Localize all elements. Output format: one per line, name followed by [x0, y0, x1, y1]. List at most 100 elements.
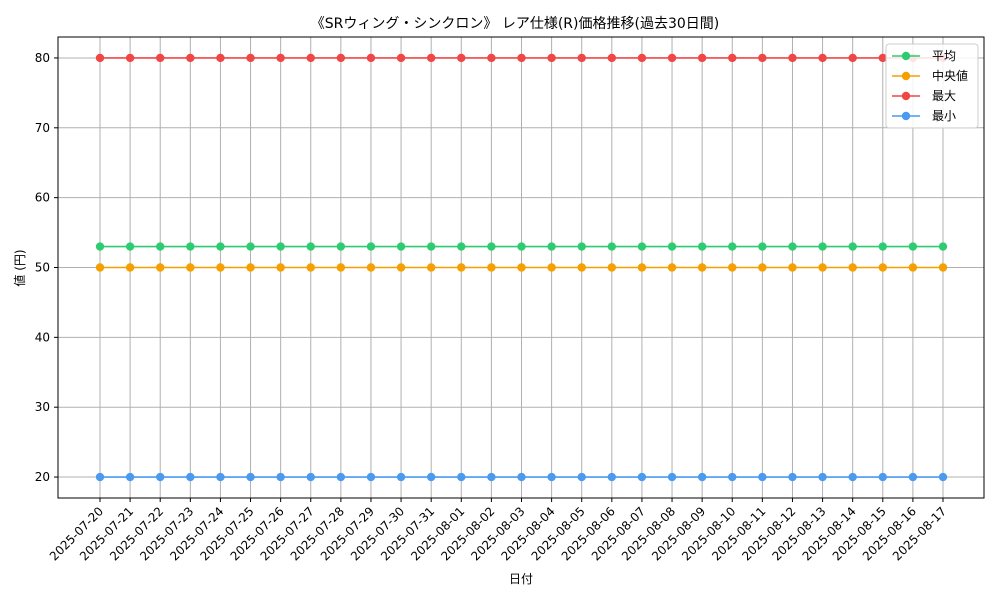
y-tick-label: 80 — [35, 51, 50, 65]
data-point — [426, 53, 436, 63]
data-point — [758, 53, 767, 63]
data-point — [276, 242, 285, 251]
y-axis-label: 値 (円) — [12, 249, 27, 286]
data-point — [697, 53, 707, 63]
data-point — [95, 53, 105, 63]
data-point — [306, 242, 315, 251]
data-point — [186, 263, 195, 272]
data-point — [607, 472, 617, 482]
data-point — [246, 242, 255, 251]
data-point — [276, 472, 285, 482]
data-point — [487, 242, 496, 251]
series-1 — [95, 263, 948, 272]
data-point — [457, 472, 466, 482]
data-point — [156, 53, 165, 63]
data-point — [938, 472, 948, 482]
data-point — [487, 472, 496, 482]
data-point — [547, 263, 556, 272]
legend-marker — [901, 111, 911, 121]
data-point — [667, 263, 677, 272]
series-lines — [95, 53, 948, 482]
data-point — [125, 472, 135, 482]
data-point — [908, 263, 918, 272]
legend-label: 最小 — [932, 109, 956, 123]
data-point — [607, 53, 617, 63]
data-point — [788, 53, 797, 63]
data-point — [547, 242, 556, 251]
data-point — [728, 242, 737, 251]
data-point — [336, 263, 346, 272]
data-point — [487, 53, 496, 63]
data-point — [818, 472, 827, 482]
data-point — [697, 242, 707, 251]
y-tick-label: 30 — [35, 400, 50, 414]
legend-marker — [901, 71, 911, 81]
data-point — [818, 53, 827, 63]
data-point — [758, 472, 767, 482]
data-point — [848, 263, 857, 272]
y-tick-label: 20 — [35, 470, 50, 484]
data-point — [426, 242, 436, 251]
data-point — [306, 53, 315, 63]
y-tick-label: 70 — [35, 121, 50, 135]
data-point — [487, 263, 496, 272]
data-point — [667, 242, 677, 251]
data-point — [396, 472, 406, 482]
data-point — [246, 53, 255, 63]
data-point — [95, 263, 105, 272]
data-point — [938, 242, 948, 251]
data-point — [366, 472, 376, 482]
data-point — [246, 472, 255, 482]
legend-label: 平均 — [932, 49, 956, 63]
data-point — [637, 472, 647, 482]
data-point — [336, 53, 346, 63]
data-point — [878, 53, 887, 63]
data-point — [366, 242, 376, 251]
data-point — [697, 472, 707, 482]
data-point — [426, 472, 436, 482]
data-point — [246, 263, 255, 272]
data-point — [517, 472, 526, 482]
data-point — [908, 472, 918, 482]
y-tick-label: 50 — [35, 261, 50, 275]
data-point — [457, 242, 466, 251]
data-point — [457, 263, 466, 272]
data-point — [517, 263, 526, 272]
data-point — [517, 53, 526, 63]
data-point — [728, 53, 737, 63]
data-point — [426, 263, 436, 272]
data-point — [788, 472, 797, 482]
data-point — [276, 53, 285, 63]
data-point — [637, 242, 647, 251]
data-point — [938, 263, 948, 272]
data-point — [758, 242, 767, 251]
data-point — [396, 242, 406, 251]
data-point — [577, 242, 586, 251]
data-point — [577, 53, 586, 63]
data-point — [878, 472, 887, 482]
data-point — [216, 472, 225, 482]
data-point — [156, 472, 165, 482]
chart-title: 《SRウィング・シンクロン》 レア仕様(R)価格推移(過去30日間) — [311, 16, 719, 32]
data-point — [607, 263, 617, 272]
data-point — [667, 53, 677, 63]
data-point — [336, 242, 346, 251]
data-point — [336, 472, 346, 482]
data-point — [788, 263, 797, 272]
data-point — [697, 263, 707, 272]
data-point — [156, 242, 165, 251]
y-tick-label: 40 — [35, 330, 50, 344]
data-point — [396, 263, 406, 272]
data-point — [728, 472, 737, 482]
data-point — [637, 53, 647, 63]
data-point — [366, 53, 376, 63]
series-3 — [95, 472, 948, 482]
data-point — [95, 472, 105, 482]
data-point — [306, 472, 315, 482]
data-point — [216, 263, 225, 272]
data-point — [848, 472, 857, 482]
y-tick-label: 60 — [35, 191, 50, 205]
